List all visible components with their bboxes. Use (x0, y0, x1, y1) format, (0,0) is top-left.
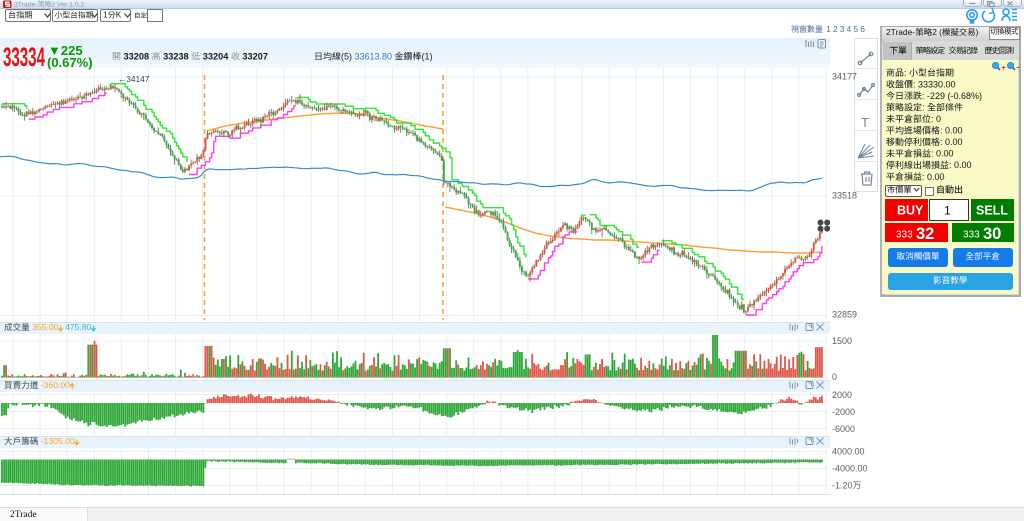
svg-text:2Trade: 2Trade (10, 510, 37, 520)
svg-text::: : (147, 13, 149, 20)
svg-text:: 0.00: : 0.00 (940, 137, 963, 147)
svg-text:K: K (116, 11, 122, 20)
svg-text:-1.20: -1.20 (832, 480, 853, 490)
svg-text:32859: 32859 (832, 310, 857, 320)
svg-text:: -229 (-0.68%): : -229 (-0.68%) (922, 91, 982, 101)
svg-text:33334: 33334 (3, 41, 45, 72)
svg-text:1 2 3 4 5 6: 1 2 3 4 5 6 (826, 25, 865, 34)
svg-text:34177: 34177 (832, 72, 857, 82)
svg-text:33208: 33208 (124, 52, 150, 62)
svg-text:333: 333 (896, 230, 913, 241)
svg-text:T: T (861, 115, 869, 130)
svg-text:2 Ver 1.0.2: 2 Ver 1.0.2 (51, 1, 84, 8)
svg-text:0: 0 (832, 372, 837, 382)
svg-text:33207: 33207 (242, 52, 268, 62)
svg-text:-1305.00: -1305.00 (41, 436, 75, 446)
svg-text:333: 333 (963, 230, 980, 241)
svg-text:-6000: -6000 (832, 424, 855, 434)
svg-text:: 0: : 0 (931, 114, 941, 124)
svg-text:1: 1 (103, 11, 108, 20)
svg-text:(0.67%): (0.67%) (47, 55, 93, 70)
svg-text:1: 1 (944, 204, 951, 218)
svg-text:33518: 33518 (832, 191, 857, 201)
svg-text:30: 30 (983, 225, 1001, 243)
svg-text:): ) (976, 27, 979, 37)
svg-text:2 (: 2 ( (932, 27, 942, 37)
svg-text:355.00: 355.00 (32, 322, 59, 332)
svg-text:: 33330.00: : 33330.00 (913, 79, 956, 89)
svg-text:-2000: -2000 (832, 407, 855, 417)
svg-text:: 0.00: : 0.00 (922, 172, 945, 182)
svg-text:←34147: ←34147 (118, 74, 150, 84)
svg-text:2Trade-: 2Trade- (14, 1, 38, 8)
svg-text:BUY: BUY (897, 204, 924, 218)
svg-text:▼225: ▼225 (48, 43, 83, 58)
svg-text:: 0.00: : 0.00 (949, 160, 972, 170)
svg-text:33613.80: 33613.80 (355, 52, 393, 62)
svg-text:475.80: 475.80 (65, 322, 92, 332)
svg-text:4000.00: 4000.00 (832, 446, 865, 456)
svg-text:32: 32 (916, 225, 934, 243)
svg-text:-: - (1017, 62, 1020, 72)
svg-text:2000: 2000 (832, 390, 852, 400)
svg-text:: 0.00: : 0.00 (931, 149, 954, 159)
svg-text:-360.00: -360.00 (41, 380, 70, 390)
svg-text::: : (922, 103, 925, 113)
svg-text:SELL: SELL (976, 204, 1008, 218)
svg-text:(1): (1) (422, 52, 433, 62)
svg-text:: 0.00: : 0.00 (940, 126, 963, 136)
svg-text:33238: 33238 (163, 52, 189, 62)
svg-text::: : (904, 68, 907, 78)
svg-text:+: + (1002, 63, 1007, 72)
svg-text:(5): (5) (341, 52, 352, 62)
svg-text:2Trade-: 2Trade- (886, 27, 915, 37)
svg-text:33204: 33204 (203, 52, 229, 62)
svg-text:1500: 1500 (832, 336, 852, 346)
svg-text:-4000.00: -4000.00 (832, 463, 868, 473)
